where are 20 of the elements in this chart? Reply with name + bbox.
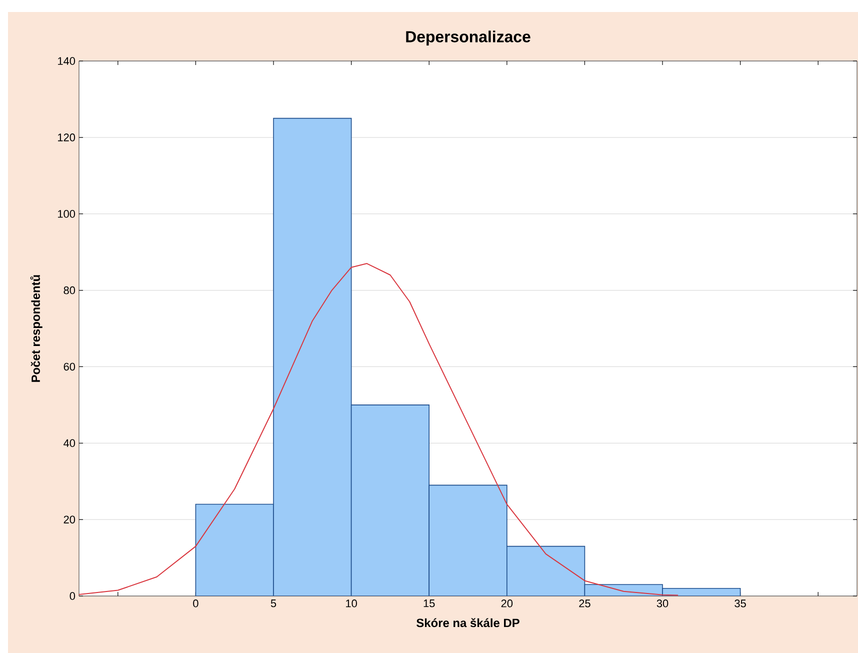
x-axis-title: Skóre na škále DP bbox=[416, 618, 520, 628]
y-tick-label: 140 bbox=[58, 57, 76, 65]
x-tick-label: 10 bbox=[346, 600, 357, 608]
x-tick-label: 35 bbox=[734, 600, 746, 608]
chart-title: Depersonalizace bbox=[406, 30, 530, 46]
y-tick-label: 80 bbox=[64, 286, 76, 294]
x-tick-label: 15 bbox=[424, 600, 435, 608]
y-tick-label: 120 bbox=[58, 134, 76, 142]
x-tick-label: 0 bbox=[193, 600, 198, 608]
y-tick-label: 0 bbox=[70, 592, 76, 600]
x-tick-label: 20 bbox=[501, 600, 513, 608]
y-tick-label: 40 bbox=[64, 439, 76, 448]
x-tick-label: 30 bbox=[656, 600, 668, 608]
y-tick-label: 60 bbox=[64, 362, 76, 371]
y-tick-label: 100 bbox=[58, 210, 76, 218]
y-tick-label: 20 bbox=[64, 516, 76, 524]
y-axis-title: Počet respondentů bbox=[30, 275, 42, 382]
line-series bbox=[79, 263, 679, 596]
x-tick-label: 5 bbox=[270, 600, 276, 608]
x-tick-label: 25 bbox=[579, 600, 590, 608]
